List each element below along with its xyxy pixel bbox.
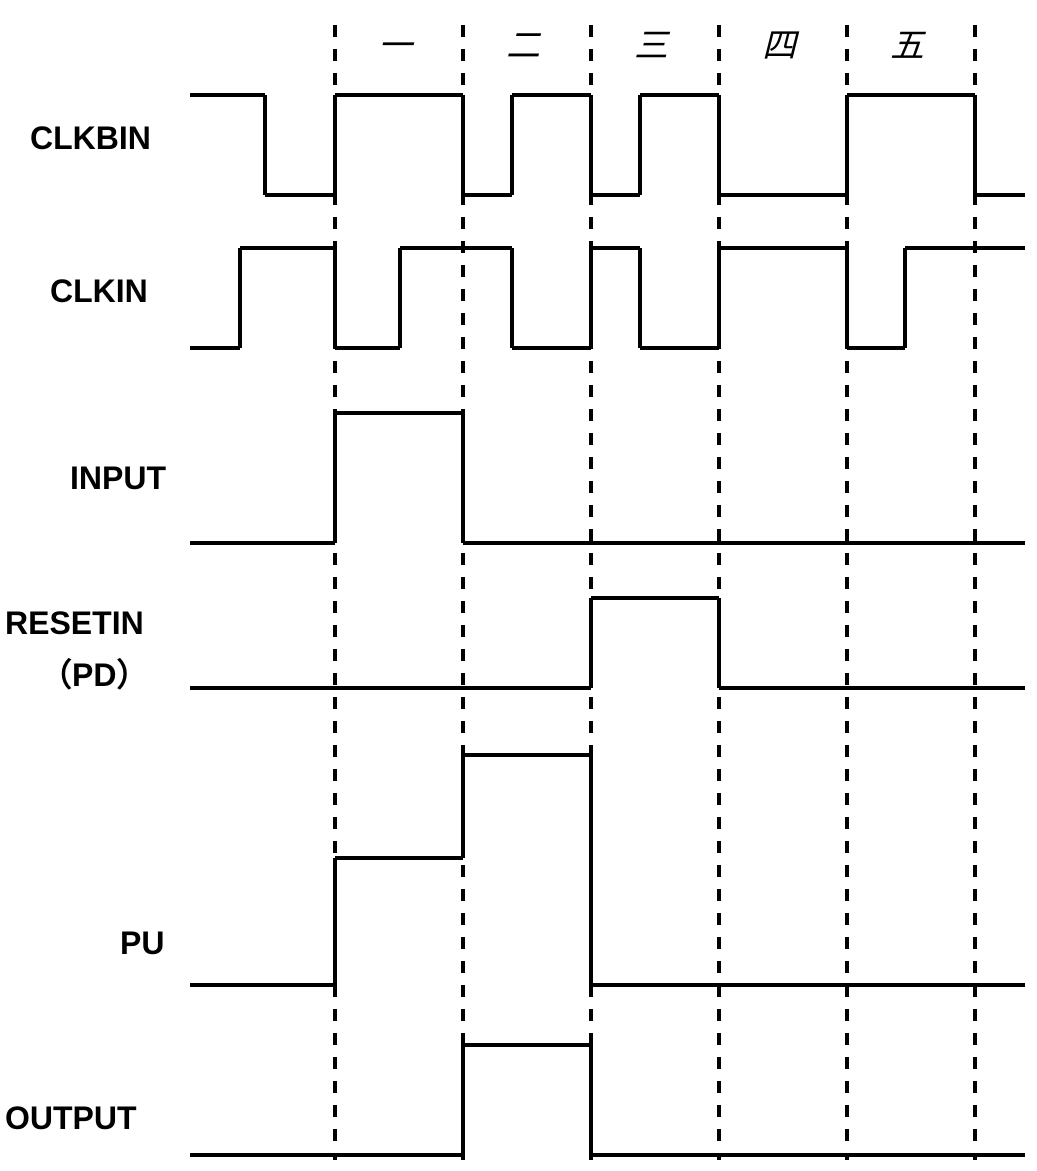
signal-label: CLKIN	[50, 273, 148, 310]
timing-svg	[0, 0, 1037, 1171]
phase-label: 四	[719, 18, 839, 67]
phase-label: 三	[591, 18, 711, 67]
phase-label: 一	[335, 18, 455, 67]
signal-label: OUTPUT	[5, 1100, 137, 1137]
signal-label: CLKBIN	[30, 120, 151, 157]
signal-label-sub: （PD）	[40, 650, 148, 696]
timing-diagram: 一二三四五 CLKBIN CLKIN INPUT RESETIN （PD） PU OUTPUT	[0, 0, 1037, 1171]
signal-label: PU	[120, 925, 164, 962]
phase-label: 二	[463, 18, 583, 67]
signal-label: INPUT	[70, 460, 166, 497]
phase-label: 五	[847, 18, 967, 67]
signal-label: RESETIN	[5, 605, 144, 642]
